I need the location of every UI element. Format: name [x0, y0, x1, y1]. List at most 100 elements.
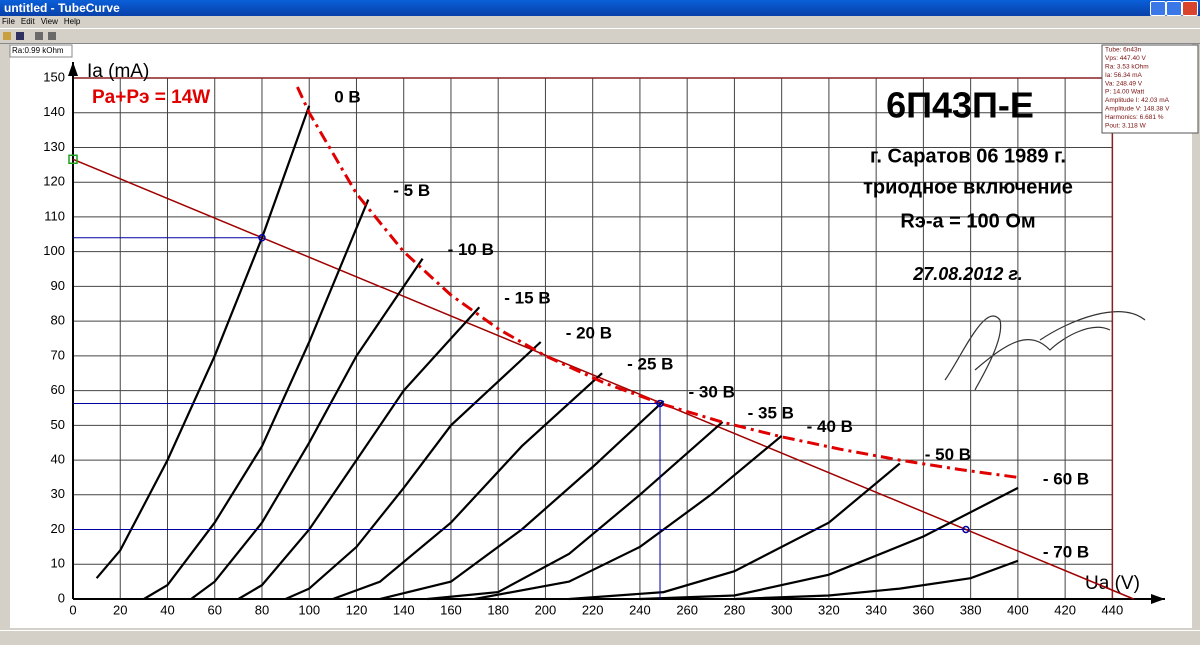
tube-curve	[237, 306, 481, 600]
info-line: Vps: 447.40 V	[1105, 55, 1146, 62]
load-line	[72, 158, 1134, 600]
annotation: Rэ-а = 100 Ом	[900, 210, 1035, 232]
x-tick-label: 80	[255, 602, 269, 617]
y-axis-arrow	[68, 62, 78, 76]
annotation: триодное включение	[863, 176, 1073, 198]
info-line: Ia: 56.34 mA	[1105, 72, 1143, 79]
x-tick-label: 400	[1007, 602, 1029, 617]
menu-item[interactable]: Edit	[20, 17, 35, 26]
y-tick-label: 50	[51, 417, 65, 432]
plot-background	[10, 44, 1192, 628]
x-tick-label: 60	[207, 602, 221, 617]
y-tick-label: 0	[58, 590, 65, 605]
y-tick-label: 20	[51, 521, 65, 536]
y-tick-label: 40	[51, 452, 65, 467]
tube-curve	[332, 372, 603, 601]
operating-point	[962, 525, 970, 534]
tube-curve	[639, 486, 1019, 601]
info-line: Tube: 6n43n	[1105, 47, 1142, 54]
annotation: г. Саратов 06 1989 г.	[870, 145, 1066, 167]
curve-label: - 35 В	[748, 403, 794, 422]
ra-box	[9, 44, 73, 58]
y-tick-label: 10	[51, 556, 65, 571]
x-axis-arrow	[1151, 594, 1165, 604]
load-line-handle	[68, 154, 78, 165]
curve-label: - 10 В	[448, 240, 494, 259]
x-tick-label: 360	[913, 602, 935, 617]
info-line: Harmonics: 6.681 %	[1105, 114, 1164, 121]
annotation: 27.08.2012 г.	[912, 264, 1022, 284]
ra-label: Ra:0.99 kOhm	[12, 46, 64, 55]
x-tick-label: 120	[346, 602, 368, 617]
x-tick-label: 140	[393, 602, 415, 617]
info-line: Amplitude V: 148.38 V	[1105, 106, 1170, 113]
tube-curve	[569, 462, 901, 601]
info-line: P: 14.00 Watt	[1105, 89, 1144, 96]
menu-bar: File Edit View Help	[0, 16, 1200, 28]
tube-curve	[734, 559, 1019, 601]
y-tick-label: 120	[43, 174, 65, 189]
menu-item[interactable]: File	[2, 17, 15, 26]
info-line: Ra: 3.53 kOhm	[1105, 64, 1149, 71]
x-tick-label: 280	[724, 602, 746, 617]
y-tick-label: 60	[51, 382, 65, 397]
y-tick-label: 90	[51, 278, 65, 293]
curve-label: - 20 В	[566, 323, 612, 342]
operating-point	[258, 234, 266, 242]
tube-curve	[143, 199, 370, 600]
y-tick-label: 150	[43, 69, 65, 84]
y-tick-label: 100	[43, 243, 65, 258]
curve-label: 0 В	[334, 87, 360, 106]
curve-label: - 5 В	[393, 181, 430, 200]
y-tick-label: 30	[51, 486, 65, 501]
toolbar	[0, 28, 1200, 44]
curve-label: - 70 В	[1043, 542, 1089, 561]
curve-label: - 50 В	[925, 445, 971, 464]
menu-item[interactable]: Help	[63, 17, 81, 26]
window-title: untitled - TubeCurve	[4, 1, 120, 15]
info-panel	[1101, 44, 1199, 134]
print-button[interactable]	[48, 32, 56, 40]
maximize-button[interactable]	[1166, 1, 1182, 16]
copy-button[interactable]	[35, 32, 43, 40]
info-line: Va: 248.49 V	[1105, 80, 1143, 87]
x-tick-label: 100	[298, 602, 320, 617]
chart-title: 6П43П-Е	[886, 85, 1034, 126]
x-tick-label: 40	[160, 602, 174, 617]
x-tick-label: 0	[69, 602, 76, 617]
y-tick-label: 130	[43, 139, 65, 154]
x-tick-label: 180	[487, 602, 509, 617]
x-tick-label: 260	[676, 602, 698, 617]
minimize-button[interactable]	[1150, 1, 1166, 16]
x-tick-label: 20	[113, 602, 127, 617]
x-tick-label: 440	[1102, 602, 1124, 617]
x-tick-label: 340	[865, 602, 887, 617]
curve-label: - 30 В	[689, 383, 735, 402]
curve-label: - 15 В	[504, 289, 550, 308]
info-line: Pout: 3.118 W	[1105, 122, 1147, 129]
tube-curve	[285, 341, 542, 601]
x-tick-label: 420	[1054, 602, 1076, 617]
x-tick-label: 380	[960, 602, 982, 617]
y-tick-label: 80	[51, 313, 65, 328]
operating-point	[656, 399, 664, 408]
close-button[interactable]	[1182, 1, 1198, 16]
x-tick-label: 220	[582, 602, 604, 617]
title-bar: untitled - TubeCurve	[0, 0, 1200, 16]
y-tick-label: 70	[51, 347, 65, 362]
y-tick-label: 140	[43, 104, 65, 119]
curve-label: - 25 В	[627, 355, 673, 374]
menu-item[interactable]: View	[40, 17, 58, 26]
x-tick-label: 160	[440, 602, 462, 617]
tube-curve	[190, 257, 424, 600]
save-button[interactable]	[16, 32, 24, 40]
signature	[944, 311, 1146, 391]
tube-curve	[427, 421, 724, 601]
status-bar	[0, 630, 1200, 645]
x-tick-label: 240	[629, 602, 651, 617]
open-button[interactable]	[3, 32, 11, 40]
tube-curve	[474, 434, 783, 601]
x-tick-label: 320	[818, 602, 840, 617]
